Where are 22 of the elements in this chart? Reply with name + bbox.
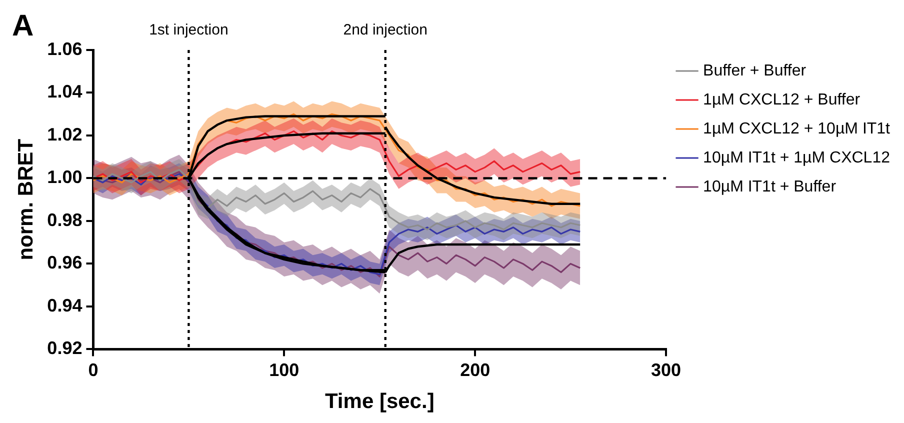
y-tick-label: 0.98 bbox=[47, 210, 82, 230]
x-axis-title: Time [sec.] bbox=[324, 390, 434, 414]
ref-line-label: 2nd injection bbox=[343, 22, 428, 39]
y-tick-label: 1.04 bbox=[47, 82, 82, 102]
y-tick-label: 0.96 bbox=[47, 252, 82, 273]
x-tick-label: 300 bbox=[651, 360, 682, 380]
y-tick-label: 1.00 bbox=[47, 167, 82, 188]
y-tick-label: 1.02 bbox=[47, 124, 82, 144]
legend-label: 1µM CXCL12 + 10µM IT1t bbox=[703, 120, 891, 138]
x-tick-label: 0 bbox=[88, 360, 98, 380]
y-tick-label: 1.06 bbox=[47, 38, 82, 59]
legend-label: 1µM CXCL12 + Buffer bbox=[703, 91, 861, 108]
ref-line-label: 1st injection bbox=[149, 22, 228, 39]
x-tick-label: 100 bbox=[269, 360, 300, 380]
y-tick-label: 0.94 bbox=[47, 295, 82, 316]
legend-label: Buffer + Buffer bbox=[703, 62, 807, 80]
legend-label: 10µM IT1t + 1µM CXCL12 bbox=[703, 149, 890, 166]
y-tick-label: 0.92 bbox=[47, 338, 82, 358]
text: A bbox=[12, 9, 34, 42]
x-tick-label: 200 bbox=[460, 360, 490, 380]
y-axis-title: norm. BRET bbox=[14, 138, 38, 260]
legend-label: 10µM IT1t + Buffer bbox=[703, 178, 837, 196]
